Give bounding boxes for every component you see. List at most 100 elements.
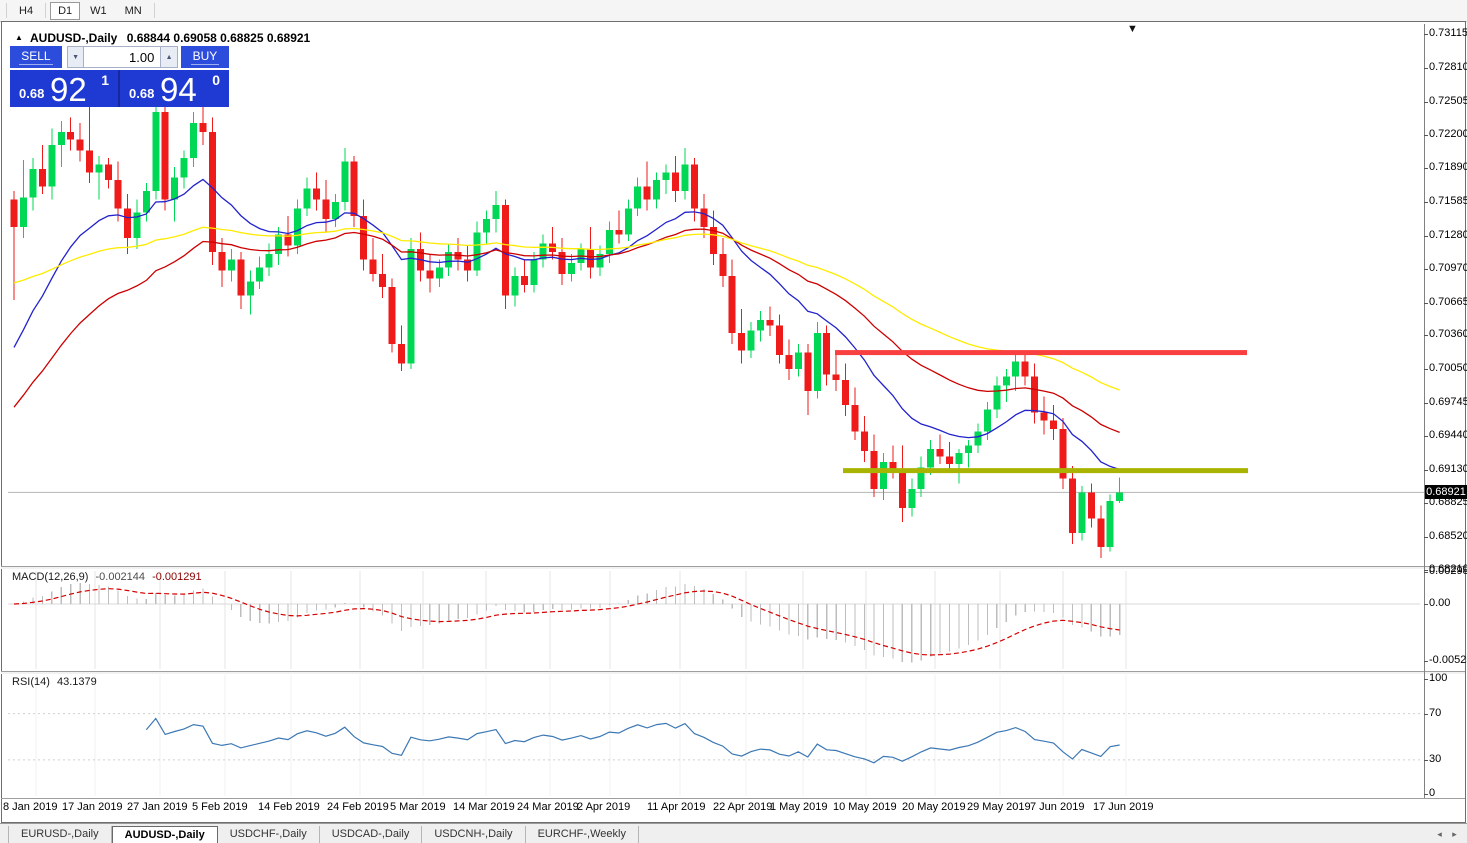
main-macd-separator[interactable] [1, 566, 1465, 567]
macd-gridlines [35, 571, 1127, 669]
chart-tab-usdchf-daily[interactable]: USDCHF-,Daily [218, 825, 320, 843]
macd-rsi-separator[interactable] [1, 671, 1465, 672]
macd-axis-label-0.002984-tick [1424, 572, 1428, 573]
toolbar-separator [6, 3, 7, 18]
date-axis-label-11-apr-2019: 11 Apr 2019 [647, 801, 706, 813]
price-axis-label-0.68520-tick [1424, 537, 1428, 538]
moving-average-fast[interactable] [13, 178, 1120, 471]
resistance-line[interactable] [835, 350, 1247, 356]
chart-tab-audusd-daily[interactable]: AUDUSD-,Daily [111, 825, 218, 843]
price-axis-label-0.69440-tick [1424, 436, 1428, 437]
sell-button[interactable]: SELL [10, 46, 62, 68]
price-chart-canvas[interactable] [0, 24, 1424, 567]
buy-price-sup: 0 [212, 72, 220, 88]
chart-tab-eurusd-daily[interactable]: EURUSD-,Daily [8, 825, 112, 843]
timeframe-toolbar: H4 D1 W1 MN [0, 0, 1467, 22]
chart-title-symbol: AUDUSD-,Daily [30, 31, 118, 45]
price-axis-label-0.72200: 0.72200 [1429, 128, 1467, 140]
sell-price-tile[interactable]: 0.68 92 1 [10, 70, 118, 107]
price-axis-label-0.73115-tick [1424, 34, 1428, 35]
date-axis-label-17-jan-2019: 17 Jan 2019 [62, 801, 123, 813]
price-axis-label-0.71585-tick [1424, 202, 1428, 203]
sell-button-label: SELL [19, 49, 53, 65]
chart-tab-usdcnh-daily[interactable]: USDCNH-,Daily [422, 825, 526, 843]
price-axis-line [1424, 24, 1425, 798]
macd-main-value: -0.002144 [95, 571, 146, 583]
current-price-label: 0.68921 [1425, 485, 1467, 499]
separator-highlight-1 [1, 567, 1465, 569]
rsi-name: RSI(14) [12, 676, 50, 688]
rsi-label: RSI(14) 43.1379 [12, 676, 97, 688]
rsi-dates-separator [1, 798, 1465, 799]
price-axis-label-0.69745: 0.69745 [1429, 396, 1467, 408]
price-axis-label-0.70665-tick [1424, 303, 1428, 304]
price-axis-label-0.68210-tick [1424, 570, 1428, 571]
date-axis-label-10-may-2019: 10 May 2019 [833, 801, 897, 813]
rsi-axis-label-0: 0 [1429, 787, 1436, 799]
date-axis-label-8-jan-2019: 8 Jan 2019 [3, 801, 58, 813]
price-axis-label-0.68825: 0.68825 [1429, 496, 1467, 508]
support-line[interactable] [843, 468, 1248, 474]
moving-average-slow[interactable] [13, 226, 1120, 391]
price-axis-label-0.71890-tick [1424, 168, 1428, 169]
volume-decrease-button[interactable]: ▼ [66, 46, 85, 68]
macd-axis-label--0.005256: -0.005256 [1429, 654, 1467, 666]
buy-price-tile[interactable]: 0.68 94 0 [120, 70, 229, 107]
macd-axis-label-0.002984: 0.002984 [1429, 565, 1467, 577]
sell-price-sup: 1 [101, 72, 109, 88]
timeframe-button-d1[interactable]: D1 [50, 1, 81, 20]
tab-scroll-right-icon[interactable]: ▸ [1452, 828, 1457, 839]
rsi-axis-label-0-tick [1424, 794, 1428, 795]
date-axis-label-5-feb-2019: 5 Feb 2019 [192, 801, 248, 813]
volume-input[interactable] [84, 46, 161, 68]
date-axis-label-2-apr-2019: 2 Apr 2019 [577, 801, 631, 813]
date-axis-label-14-feb-2019: 14 Feb 2019 [258, 801, 320, 813]
timeframe-button-w1[interactable]: W1 [90, 4, 107, 17]
date-axis-label-22-apr-2019: 22 Apr 2019 [713, 801, 773, 813]
collapse-chart-icon[interactable]: ▲ [15, 33, 23, 42]
rsi-panel-canvas[interactable] [0, 673, 1424, 798]
volume-increase-button[interactable]: ▲ [160, 46, 178, 68]
macd-signal-line [13, 588, 1120, 656]
macd-name: MACD(12,26,9) [12, 571, 89, 583]
toolbar-separator [45, 3, 47, 18]
price-axis-label-0.72200-tick [1424, 135, 1428, 136]
rsi-value: 43.1379 [56, 676, 97, 688]
rsi-axis-label-100-tick [1424, 679, 1428, 680]
price-axis-label-0.68825-tick [1424, 503, 1428, 504]
macd-axis-label-0.00-tick [1424, 604, 1428, 605]
rsi-line [145, 717, 1120, 764]
rsi-axis-label-30-tick [1424, 760, 1428, 761]
timeframe-button-mn[interactable]: MN [124, 4, 142, 17]
price-axis-label-0.72810: 0.72810 [1429, 61, 1467, 73]
price-axis-label-0.71280-tick [1424, 236, 1428, 237]
buy-price-big: 94 [160, 71, 197, 108]
macd-axis-label--0.005256-tick [1424, 661, 1428, 662]
price-axis-label-0.73115: 0.73115 [1429, 27, 1467, 39]
date-axis-label-5-mar-2019: 5 Mar 2019 [390, 801, 446, 813]
price-axis-label-0.72505-tick [1424, 102, 1428, 103]
timeframe-button-h4[interactable]: H4 [19, 4, 34, 17]
date-axis-label-17-jun-2019: 17 Jun 2019 [1093, 801, 1154, 813]
chart-title-ohlc: 0.68844 0.69058 0.68825 0.68921 [126, 31, 311, 45]
chart-tab-eurchf-weekly[interactable]: EURCHF-,Weekly [526, 825, 639, 843]
chart-title: AUDUSD-,Daily 0.68844 0.69058 0.68825 0.… [30, 31, 310, 45]
chart-shift-icon[interactable]: ▼ [1127, 23, 1138, 35]
buy-button[interactable]: BUY [180, 46, 230, 68]
candlestick-series[interactable] [10, 101, 1124, 559]
macd-panel-canvas[interactable] [0, 569, 1424, 671]
price-axis-label-0.69745-tick [1424, 403, 1428, 404]
rsi-axis-label-70: 70 [1429, 707, 1442, 719]
rsi-axis-label-70-tick [1424, 714, 1428, 715]
price-axis-label-0.69440: 0.69440 [1429, 429, 1467, 441]
buy-price-prefix: 0.68 [129, 86, 155, 101]
chart-tab-usdcad-daily[interactable]: USDCAD-,Daily [320, 825, 423, 843]
chart-window-frame [1, 21, 1466, 823]
sell-price-prefix: 0.68 [19, 86, 45, 101]
moving-average-medium[interactable] [13, 228, 1120, 434]
date-axis-label-24-mar-2019: 24 Mar 2019 [517, 801, 579, 813]
price-axis-label-0.68520: 0.68520 [1429, 530, 1467, 542]
macd-axis-label-0.00: 0.00 [1429, 597, 1451, 609]
tab-scroll-left-icon[interactable]: ◂ [1437, 828, 1442, 839]
